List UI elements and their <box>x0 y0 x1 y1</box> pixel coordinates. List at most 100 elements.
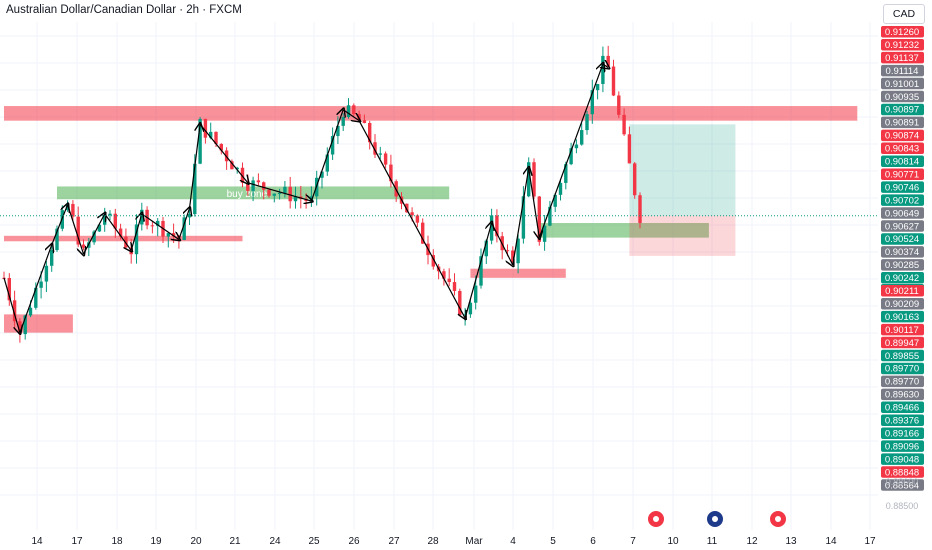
price-label-bg <box>881 453 924 465</box>
buy-zone-label: buy zone <box>227 189 268 200</box>
candle-body <box>203 118 208 138</box>
x-tick-label: 14 <box>825 536 837 547</box>
candle-body <box>108 213 112 216</box>
candle-body <box>50 250 54 266</box>
x-tick-label: 10 <box>667 536 679 547</box>
zone-resistance-0 <box>4 106 858 121</box>
candle-body <box>34 287 38 308</box>
candle-body <box>521 196 526 239</box>
zone-buy-5 <box>539 223 709 238</box>
price-label-bg <box>881 194 924 206</box>
candle-body <box>182 217 186 240</box>
candle-body <box>405 203 409 213</box>
price-label-bg <box>881 168 924 180</box>
candle-body <box>166 233 170 237</box>
candle-body <box>447 278 451 283</box>
price-label-bg <box>881 440 924 452</box>
price-label-bg <box>881 64 924 77</box>
x-tick-label: 14 <box>31 536 43 547</box>
candle-body <box>574 144 579 149</box>
price-label-bg <box>881 103 924 116</box>
currency-button[interactable]: CAD <box>883 4 925 24</box>
trend-arrow <box>178 208 190 240</box>
candle-body <box>585 114 589 131</box>
candle-body <box>246 182 250 191</box>
candle-body <box>346 105 351 118</box>
x-tick-label: 25 <box>308 536 320 547</box>
candle-body <box>97 224 102 232</box>
x-tick-label: 26 <box>348 536 360 547</box>
x-tick-label: 21 <box>229 536 241 547</box>
price-label-bg <box>881 479 924 491</box>
price-label-bg <box>881 297 924 310</box>
x-tick-label: 17 <box>864 536 876 547</box>
candle-body <box>118 228 123 237</box>
x-tick-label: 13 <box>785 536 797 547</box>
candle-body <box>193 163 197 215</box>
x-tick-label: 11 <box>707 536 718 547</box>
price-label: 0.89096 <box>885 441 919 452</box>
price-label: 0.90771 <box>885 169 919 180</box>
candle-body <box>320 171 324 178</box>
candle-body <box>389 164 393 182</box>
price-label: 0.90627 <box>885 221 919 232</box>
price-label-bg <box>881 336 924 349</box>
price-label-bg <box>881 116 924 129</box>
price-label-bg <box>881 414 924 426</box>
stop-area <box>629 215 736 256</box>
candle-body <box>558 182 563 195</box>
candle-body <box>272 193 276 196</box>
trend-arrow <box>3 277 20 333</box>
trend-arrow <box>141 213 179 240</box>
candle-body <box>362 120 367 123</box>
trend-arrow <box>51 205 68 246</box>
candle-body <box>267 189 271 196</box>
price-label-bg <box>881 142 924 155</box>
x-tick-label: 18 <box>111 536 123 547</box>
price-label: 0.90211 <box>885 286 919 297</box>
candle-body <box>590 90 594 115</box>
candle-body <box>293 196 298 202</box>
price-label: 0.90702 <box>885 195 919 206</box>
candle-body <box>442 271 446 279</box>
candle-body <box>458 290 462 315</box>
candle-body <box>262 182 266 190</box>
x-tick-label: 12 <box>746 536 758 547</box>
price-label: 0.90524 <box>885 234 919 245</box>
price-label-bg <box>881 285 924 297</box>
candle-body <box>198 118 202 164</box>
price-label: 0.91232 <box>885 40 919 51</box>
price-label: 0.90374 <box>885 247 919 258</box>
x-tick-label: 19 <box>150 536 162 547</box>
trend-arrow <box>528 168 540 237</box>
price-label: 0.89376 <box>885 416 919 427</box>
candle-body <box>12 300 17 322</box>
trend-arrow <box>130 214 142 251</box>
candle-body <box>368 122 372 143</box>
price-label: 0.90649 <box>885 208 919 219</box>
candle-body <box>76 216 80 245</box>
price-label: 0.90891 <box>885 118 919 129</box>
candle-body <box>230 161 234 170</box>
candle-body <box>330 136 335 155</box>
price-label-bg <box>881 129 924 142</box>
price-label-bg <box>881 26 924 38</box>
price-label-bg <box>881 38 924 51</box>
price-label-bg <box>881 259 924 271</box>
candle-body <box>410 212 414 216</box>
axis-tick-label: 0.88500 <box>886 501 919 511</box>
price-label: 0.90285 <box>885 260 919 271</box>
price-label-bg <box>881 466 924 478</box>
price-label-bg <box>881 181 924 193</box>
price-label: 0.89855 <box>885 351 919 362</box>
candle-body <box>383 153 388 165</box>
candle-body <box>134 224 139 255</box>
candle-body <box>288 186 292 202</box>
x-tick-label: Mar <box>465 536 483 547</box>
price-label: 0.90897 <box>885 105 919 116</box>
event-flag-icon <box>712 516 718 522</box>
price-label: 0.90117 <box>885 325 919 336</box>
candle-body <box>235 167 239 170</box>
candle-body <box>622 114 626 135</box>
